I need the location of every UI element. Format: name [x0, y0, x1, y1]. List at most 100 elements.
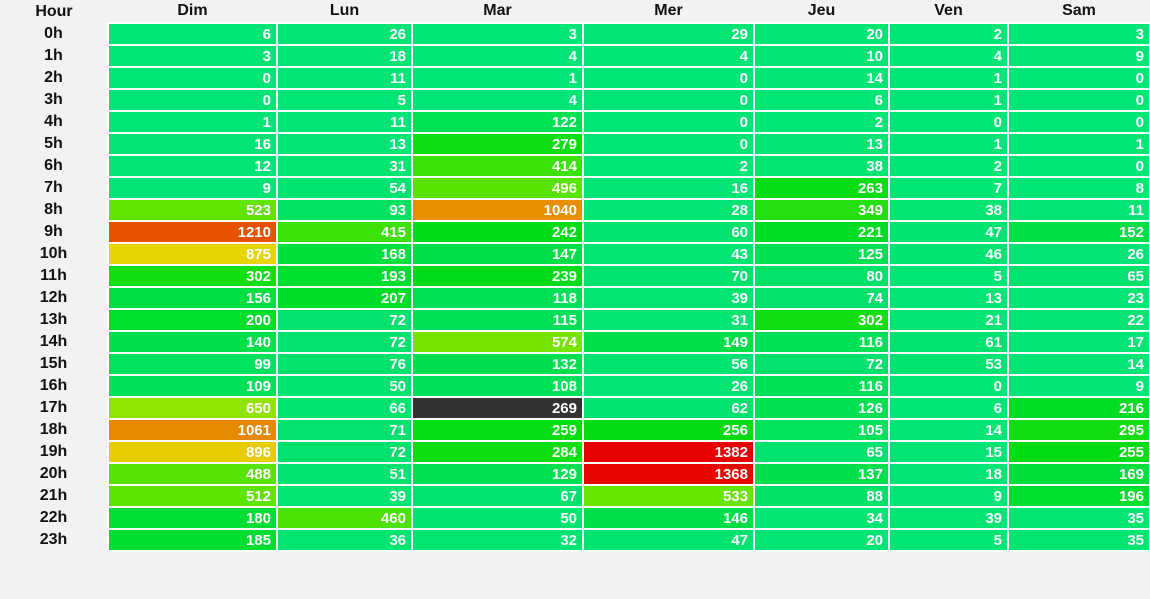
heat-cell[interactable]: 4 — [582, 44, 755, 68]
heat-cell[interactable]: 574 — [411, 330, 584, 354]
heat-cell[interactable]: 7 — [888, 176, 1009, 200]
heat-cell[interactable]: 12 — [107, 154, 278, 178]
heat-cell[interactable]: 302 — [753, 308, 890, 332]
heat-cell[interactable]: 116 — [753, 374, 890, 398]
heat-cell[interactable]: 488 — [107, 462, 278, 486]
heat-cell[interactable]: 26 — [276, 22, 413, 46]
heat-cell[interactable]: 39 — [888, 506, 1009, 530]
heat-cell[interactable]: 72 — [276, 308, 413, 332]
heat-cell[interactable]: 255 — [1007, 440, 1150, 464]
heat-cell[interactable]: 11 — [1007, 198, 1150, 222]
heat-cell[interactable]: 34 — [753, 506, 890, 530]
heat-cell[interactable]: 302 — [107, 264, 278, 288]
heat-cell[interactable]: 39 — [276, 484, 413, 508]
heat-cell[interactable]: 0 — [1007, 66, 1150, 90]
heat-cell[interactable]: 47 — [888, 220, 1009, 244]
heat-cell[interactable]: 93 — [276, 198, 413, 222]
heat-cell[interactable]: 4 — [411, 44, 584, 68]
heat-cell[interactable]: 0 — [1007, 154, 1150, 178]
heat-cell[interactable]: 50 — [276, 374, 413, 398]
heat-cell[interactable]: 0 — [107, 66, 278, 90]
heat-cell[interactable]: 2 — [582, 154, 755, 178]
heat-cell[interactable]: 1 — [888, 66, 1009, 90]
heat-cell[interactable]: 295 — [1007, 418, 1150, 442]
heat-cell[interactable]: 196 — [1007, 484, 1150, 508]
heat-cell[interactable]: 4 — [888, 44, 1009, 68]
heat-cell[interactable]: 0 — [582, 88, 755, 112]
heat-cell[interactable]: 875 — [107, 242, 278, 266]
heat-cell[interactable]: 263 — [753, 176, 890, 200]
heat-cell[interactable]: 129 — [411, 462, 584, 486]
heat-cell[interactable]: 414 — [411, 154, 584, 178]
heat-cell[interactable]: 46 — [888, 242, 1009, 266]
heat-cell[interactable]: 349 — [753, 198, 890, 222]
heat-cell[interactable]: 31 — [276, 154, 413, 178]
heat-cell[interactable]: 242 — [411, 220, 584, 244]
heat-cell[interactable]: 16 — [107, 132, 278, 156]
heat-cell[interactable]: 207 — [276, 286, 413, 310]
heat-cell[interactable]: 14 — [1007, 352, 1150, 376]
heat-cell[interactable]: 523 — [107, 198, 278, 222]
heat-cell[interactable]: 105 — [753, 418, 890, 442]
heat-cell[interactable]: 54 — [276, 176, 413, 200]
heat-cell[interactable]: 20 — [753, 22, 890, 46]
heat-cell[interactable]: 185 — [107, 528, 278, 552]
heat-cell[interactable]: 18 — [276, 44, 413, 68]
heat-cell[interactable]: 180 — [107, 506, 278, 530]
heat-cell[interactable]: 5 — [888, 264, 1009, 288]
heat-cell[interactable]: 496 — [411, 176, 584, 200]
heat-cell[interactable]: 460 — [276, 506, 413, 530]
heat-cell[interactable]: 53 — [888, 352, 1009, 376]
heat-cell[interactable]: 35 — [1007, 528, 1150, 552]
heat-cell[interactable]: 17 — [1007, 330, 1150, 354]
heat-cell[interactable]: 31 — [582, 308, 755, 332]
heat-cell[interactable]: 152 — [1007, 220, 1150, 244]
heat-cell[interactable]: 76 — [276, 352, 413, 376]
heat-cell[interactable]: 8 — [1007, 176, 1150, 200]
heat-cell[interactable]: 11 — [276, 66, 413, 90]
heat-cell[interactable]: 65 — [1007, 264, 1150, 288]
heat-cell[interactable]: 1382 — [582, 440, 755, 464]
heat-cell[interactable]: 72 — [276, 330, 413, 354]
heat-cell[interactable]: 26 — [582, 374, 755, 398]
heat-cell[interactable]: 61 — [888, 330, 1009, 354]
heat-cell[interactable]: 43 — [582, 242, 755, 266]
heat-cell[interactable]: 169 — [1007, 462, 1150, 486]
heat-cell[interactable]: 132 — [411, 352, 584, 376]
heat-cell[interactable]: 74 — [753, 286, 890, 310]
heat-cell[interactable]: 2 — [888, 154, 1009, 178]
heat-cell[interactable]: 9 — [888, 484, 1009, 508]
heat-cell[interactable]: 109 — [107, 374, 278, 398]
heat-cell[interactable]: 116 — [753, 330, 890, 354]
heat-cell[interactable]: 118 — [411, 286, 584, 310]
heat-cell[interactable]: 156 — [107, 286, 278, 310]
heat-cell[interactable]: 1 — [411, 66, 584, 90]
heat-cell[interactable]: 21 — [888, 308, 1009, 332]
heat-cell[interactable]: 200 — [107, 308, 278, 332]
heat-cell[interactable]: 1 — [888, 132, 1009, 156]
heat-cell[interactable]: 28 — [582, 198, 755, 222]
heat-cell[interactable]: 29 — [582, 22, 755, 46]
heat-cell[interactable]: 0 — [1007, 88, 1150, 112]
heat-cell[interactable]: 26 — [1007, 242, 1150, 266]
heat-cell[interactable]: 415 — [276, 220, 413, 244]
heat-cell[interactable]: 259 — [411, 418, 584, 442]
heat-cell[interactable]: 3 — [107, 44, 278, 68]
heat-cell[interactable]: 9 — [107, 176, 278, 200]
heat-cell[interactable]: 239 — [411, 264, 584, 288]
heat-cell[interactable]: 11 — [276, 110, 413, 134]
heat-cell[interactable]: 23 — [1007, 286, 1150, 310]
heat-cell[interactable]: 88 — [753, 484, 890, 508]
heat-cell[interactable]: 39 — [582, 286, 755, 310]
heat-cell[interactable]: 65 — [753, 440, 890, 464]
heat-cell[interactable]: 137 — [753, 462, 890, 486]
heat-cell[interactable]: 4 — [411, 88, 584, 112]
heat-cell[interactable]: 115 — [411, 308, 584, 332]
heat-cell[interactable]: 5 — [888, 528, 1009, 552]
heat-cell[interactable]: 22 — [1007, 308, 1150, 332]
heat-cell[interactable]: 140 — [107, 330, 278, 354]
heat-cell[interactable]: 13 — [888, 286, 1009, 310]
heat-cell[interactable]: 146 — [582, 506, 755, 530]
heat-cell[interactable]: 533 — [582, 484, 755, 508]
heat-cell[interactable]: 149 — [582, 330, 755, 354]
